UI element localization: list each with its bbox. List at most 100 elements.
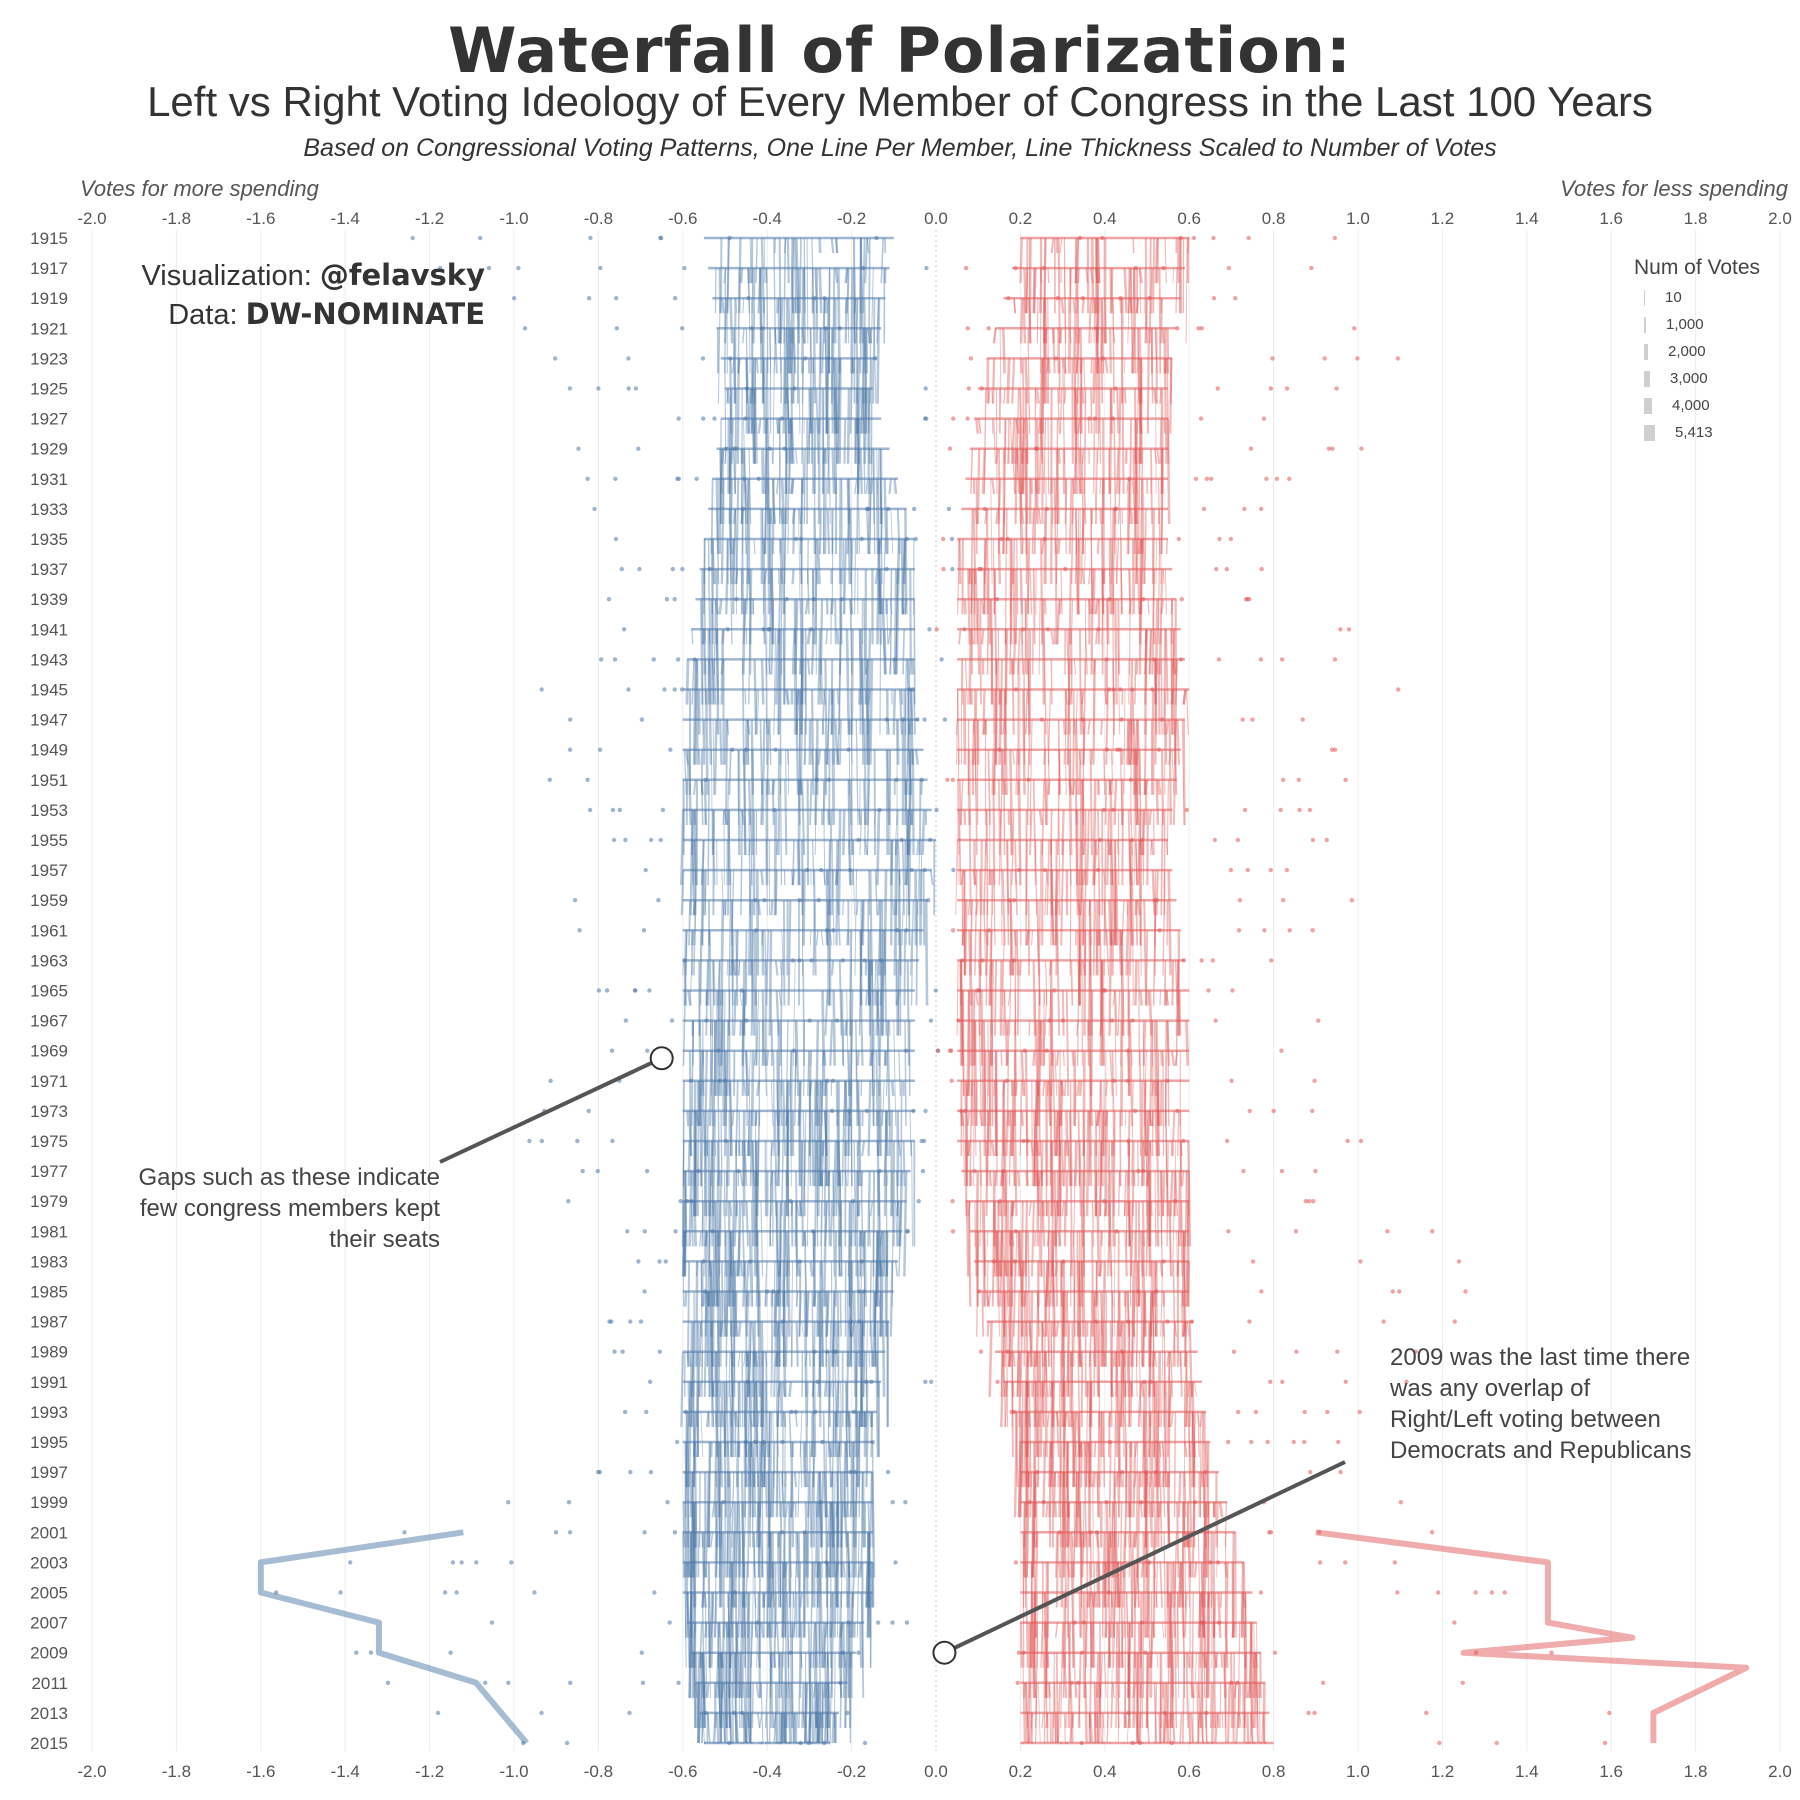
member-line xyxy=(779,960,784,1066)
member-line xyxy=(685,659,690,705)
member-line xyxy=(856,1080,860,1126)
member-line xyxy=(961,870,966,946)
member-line xyxy=(779,1080,783,1126)
member-line xyxy=(864,328,868,434)
member-line xyxy=(1024,689,1029,735)
member-line xyxy=(965,1201,970,1277)
member-line xyxy=(969,1080,973,1187)
member-line xyxy=(839,1441,843,1548)
member-line xyxy=(1148,1291,1153,1397)
member-line xyxy=(1166,1351,1171,1458)
member-line xyxy=(1139,990,1143,1006)
member-line xyxy=(1141,1291,1146,1367)
member-line xyxy=(825,358,829,434)
member-line xyxy=(1170,689,1174,705)
member-line xyxy=(1026,1381,1030,1488)
member-line xyxy=(1076,1080,1080,1096)
member-line xyxy=(748,779,752,825)
member-line xyxy=(716,508,720,585)
member-line xyxy=(1134,418,1138,524)
member-line xyxy=(724,719,727,765)
member-line xyxy=(1009,569,1013,675)
member-line xyxy=(1032,779,1037,886)
member-line xyxy=(1039,418,1044,464)
member-line xyxy=(843,538,847,615)
member-line xyxy=(707,1712,711,1744)
member-line xyxy=(911,1140,913,1247)
member-line xyxy=(1160,749,1165,825)
member-line xyxy=(742,1140,746,1217)
member-point xyxy=(539,1138,545,1144)
member-line xyxy=(823,1050,827,1066)
member-line xyxy=(738,1110,741,1157)
member-line xyxy=(1109,478,1113,585)
member-line xyxy=(798,659,802,675)
member-line xyxy=(1029,1291,1034,1367)
member-line xyxy=(749,809,753,886)
member-line xyxy=(731,930,735,1036)
member-line xyxy=(715,1652,720,1698)
member-line xyxy=(747,1622,751,1728)
member-line xyxy=(1010,1231,1015,1247)
member-line xyxy=(1082,1110,1086,1187)
member-line xyxy=(1025,1110,1029,1187)
member-line xyxy=(789,1472,794,1518)
member-line xyxy=(844,1381,848,1458)
member-point xyxy=(597,747,603,752)
member-line xyxy=(1099,328,1103,374)
member-line xyxy=(1149,1261,1152,1367)
member-line xyxy=(1101,960,1105,1066)
member-line xyxy=(1179,1351,1182,1367)
member-line xyxy=(740,1472,745,1578)
member-line xyxy=(689,1321,694,1427)
member-line xyxy=(781,1201,787,1307)
member-line xyxy=(774,1622,777,1638)
member-line xyxy=(701,1592,706,1698)
member-point xyxy=(477,235,483,241)
member-line xyxy=(877,538,882,615)
member-line xyxy=(807,1472,811,1518)
member-line xyxy=(734,1652,737,1744)
member-point xyxy=(664,597,670,602)
member-line xyxy=(1154,1472,1157,1488)
member-line xyxy=(728,1562,734,1668)
member-line xyxy=(1180,1291,1185,1337)
member-line xyxy=(729,538,733,645)
member-line xyxy=(756,1080,761,1096)
member-line xyxy=(824,1712,827,1744)
member-line xyxy=(1204,1441,1209,1488)
member-line xyxy=(1046,1231,1051,1247)
member-line xyxy=(1018,1411,1022,1518)
member-line xyxy=(755,358,759,374)
member-line xyxy=(979,1140,982,1187)
member-line xyxy=(1174,1171,1179,1217)
member-line xyxy=(1108,779,1113,795)
member-point xyxy=(652,1590,657,1595)
member-line xyxy=(867,1080,872,1157)
member-line xyxy=(819,1291,824,1367)
member-line xyxy=(1138,388,1142,464)
member-line xyxy=(897,870,900,946)
member-line xyxy=(813,1652,817,1744)
member-line xyxy=(809,328,813,374)
member-line xyxy=(1066,659,1071,765)
member-line xyxy=(803,1140,806,1217)
member-line xyxy=(818,328,822,434)
member-line xyxy=(1134,508,1139,585)
member-line xyxy=(867,689,871,705)
member-line xyxy=(838,1411,842,1458)
member-line xyxy=(712,1201,717,1307)
member-point xyxy=(644,1168,650,1174)
member-line xyxy=(1024,1502,1026,1608)
member-line xyxy=(987,1110,990,1157)
member-line xyxy=(838,629,842,735)
member-line xyxy=(1083,1441,1087,1548)
member-line xyxy=(1147,599,1150,615)
member-line xyxy=(756,1261,761,1307)
member-line xyxy=(845,1502,849,1518)
member-line xyxy=(834,1321,839,1367)
member-line xyxy=(1021,538,1024,555)
member-line xyxy=(701,839,705,946)
member-line xyxy=(1077,930,1081,1006)
member-line xyxy=(1155,1231,1159,1247)
